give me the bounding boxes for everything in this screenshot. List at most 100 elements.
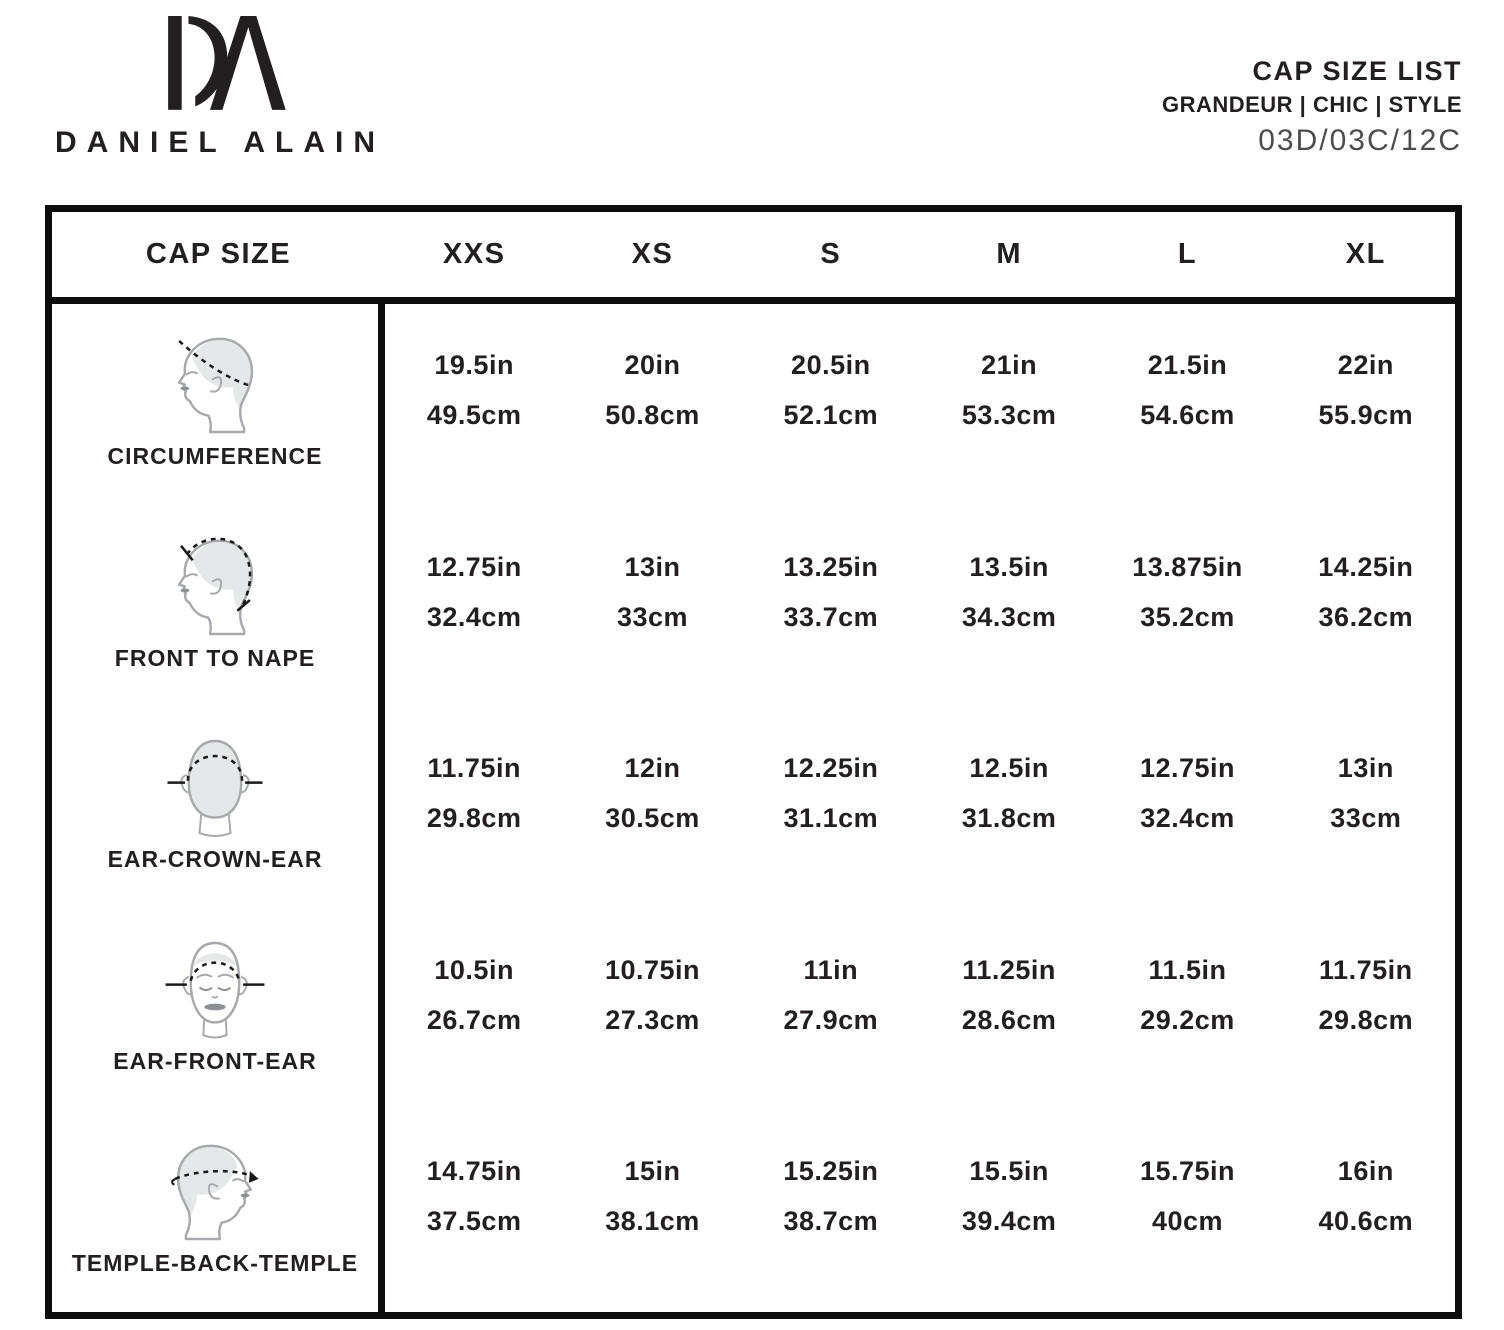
value-centimeters: 33cm <box>1330 803 1402 834</box>
measurement-value-cell: 13in 33cm <box>1277 707 1455 909</box>
head-front-ear-front-ear-icon <box>165 941 265 1039</box>
cap-size-table: CAP SIZE XXS XS S M L XL CIRCUMFERENCE 19.5in… <box>45 205 1462 1319</box>
brand-name: DANIEL ALAIN <box>55 126 385 159</box>
measurement-value-cell: 12in 30.5cm <box>563 707 741 909</box>
size-column-header-5: XL <box>1345 238 1386 270</box>
value-inches: 13in <box>1337 753 1394 784</box>
measurement-value-cell: 20in 50.8cm <box>563 304 741 506</box>
measurement-value-cell: 16in 40.6cm <box>1277 1110 1455 1312</box>
measurement-label-cell: FRONT TO NAPE <box>52 505 385 708</box>
value-centimeters: 50.8cm <box>605 400 700 430</box>
value-inches: 10.5in <box>434 954 514 985</box>
value-centimeters: 30.5cm <box>605 803 700 834</box>
value-centimeters: 55.9cm <box>1318 400 1414 430</box>
size-column-header-1: XS <box>631 238 674 270</box>
value-inches: 20.5in <box>791 350 871 380</box>
table-row: CIRCUMFERENCE 19.5in 49.5cm 20in 50.8cm … <box>52 304 1455 506</box>
measurement-value-cell: 12.75in 32.4cm <box>385 506 563 708</box>
value-centimeters: 33.7cm <box>783 601 879 632</box>
measurement-value-cell: 14.25in 36.2cm <box>1277 506 1455 708</box>
size-column-header-0: XXS <box>442 238 506 270</box>
measurement-value-cell: 13.875in 35.2cm <box>1098 506 1276 708</box>
value-centimeters: 36.2cm <box>1318 601 1414 632</box>
table-row: EAR-FRONT-EAR 10.5in 26.7cm 10.75in 27.3… <box>52 908 1455 1111</box>
value-inches: 11.5in <box>1148 954 1227 985</box>
value-inches: 13.5in <box>969 551 1049 582</box>
measurement-value-cell: 11.75in 29.8cm <box>1277 909 1455 1111</box>
measurement-label-cell: CIRCUMFERENCE <box>52 304 385 506</box>
value-inches: 12.75in <box>426 551 522 582</box>
head-back-ear-crown-ear-icon <box>167 740 263 838</box>
head-side-temple-back-temple-icon <box>171 1144 259 1240</box>
head-side-front-to-nape-icon <box>177 537 254 636</box>
measurement-label: EAR-CROWN-EAR <box>107 846 323 873</box>
document-title: CAP SIZE LIST <box>1252 56 1462 86</box>
measurement-value-cell: 12.25in 31.1cm <box>742 707 920 909</box>
measurement-value-cell: 12.5in 31.8cm <box>920 707 1098 909</box>
size-column-header-2: S <box>820 238 842 270</box>
value-centimeters: 53.3cm <box>961 400 1057 430</box>
value-centimeters: 34.3cm <box>961 601 1057 632</box>
value-inches: 16in <box>1337 1156 1394 1187</box>
value-inches: 12.25in <box>783 753 879 784</box>
measurement-value-cell: 11.25in 28.6cm <box>920 909 1098 1111</box>
measurement-value-cell: 12.75in 32.4cm <box>1098 707 1276 909</box>
value-centimeters: 31.1cm <box>783 803 879 834</box>
value-inches: 20in <box>624 350 681 380</box>
value-inches: 11.25in <box>962 954 1056 985</box>
value-inches: 13.875in <box>1132 551 1243 582</box>
measurement-value-cell: 10.5in 26.7cm <box>385 909 563 1111</box>
table-row: EAR-CROWN-EAR 11.75in 29.8cm 12in 30.5cm… <box>52 707 1455 909</box>
measurement-value-cell: 15.5in 39.4cm <box>920 1110 1098 1312</box>
measurement-label-cell: EAR-FRONT-EAR <box>52 908 385 1111</box>
value-centimeters: 32.4cm <box>426 601 522 632</box>
value-centimeters: 52.1cm <box>783 400 879 430</box>
value-inches: 12.75in <box>1139 753 1236 784</box>
value-inches: 12.5in <box>969 753 1049 784</box>
value-inches: 21in <box>981 350 1038 380</box>
value-centimeters: 40cm <box>1151 1206 1224 1237</box>
value-inches: 15.5in <box>969 1156 1049 1187</box>
measurement-value-cell: 10.75in 27.3cm <box>563 909 741 1111</box>
table-body: CIRCUMFERENCE 19.5in 49.5cm 20in 50.8cm … <box>52 304 1455 1312</box>
measurement-value-cell: 13.25in 33.7cm <box>742 506 920 708</box>
measurement-label-cell: TEMPLE-BACK-TEMPLE <box>52 1110 385 1312</box>
brand-logo: DANIEL ALAIN <box>55 16 383 160</box>
value-centimeters: 31.8cm <box>961 803 1057 834</box>
measurement-value-cell: 11in 27.9cm <box>742 909 920 1111</box>
value-centimeters: 28.6cm <box>961 1004 1057 1035</box>
measurement-value-cell: 22in 55.9cm <box>1277 304 1455 506</box>
table-row: FRONT TO NAPE 12.75in 32.4cm 13in 33cm 1… <box>52 505 1455 708</box>
value-centimeters: 37.5cm <box>426 1206 522 1237</box>
measurement-value-cell: 13in 33cm <box>563 506 741 708</box>
value-inches: 14.75in <box>426 1156 522 1187</box>
value-inches: 15.25in <box>783 1156 879 1187</box>
value-centimeters: 27.9cm <box>783 1004 879 1035</box>
value-centimeters: 29.8cm <box>1318 1004 1414 1035</box>
measurement-value-cell: 13.5in 34.3cm <box>920 506 1098 708</box>
measurement-value-cell: 15.25in 38.7cm <box>742 1110 920 1312</box>
measurement-value-cell: 19.5in 49.5cm <box>385 304 563 506</box>
size-column-header-3: M <box>996 238 1022 270</box>
corner-header-cap-size: CAP SIZE <box>145 238 292 270</box>
value-centimeters: 32.4cm <box>1140 803 1235 834</box>
measurement-value-cell: 15in 38.1cm <box>563 1110 741 1312</box>
document-subtitle: GRANDEUR | CHIC | STYLE <box>1161 92 1462 118</box>
value-centimeters: 54.6cm <box>1140 400 1235 430</box>
measurement-label: CIRCUMFERENCE <box>107 443 323 470</box>
measurement-value-cell: 11.5in 29.2cm <box>1098 909 1276 1111</box>
measurement-value-cell: 15.75in 40cm <box>1098 1110 1276 1312</box>
measurement-label: TEMPLE-BACK-TEMPLE <box>71 1249 359 1276</box>
document-header: CAP SIZE LIST GRANDEUR | CHIC | STYLE 03… <box>1162 56 1462 159</box>
value-inches: 14.25in <box>1318 551 1414 582</box>
value-inches: 13.25in <box>783 551 879 582</box>
value-centimeters: 39.4cm <box>961 1206 1057 1237</box>
value-inches: 15in <box>624 1156 681 1187</box>
value-inches: 21.5in <box>1147 350 1228 380</box>
value-centimeters: 49.5cm <box>426 400 522 430</box>
value-inches: 13in <box>624 551 681 582</box>
value-centimeters: 38.7cm <box>783 1206 879 1237</box>
value-centimeters: 33cm <box>616 601 689 632</box>
measurement-value-cell: 21.5in 54.6cm <box>1098 304 1276 506</box>
measurement-label: EAR-FRONT-EAR <box>113 1048 317 1075</box>
